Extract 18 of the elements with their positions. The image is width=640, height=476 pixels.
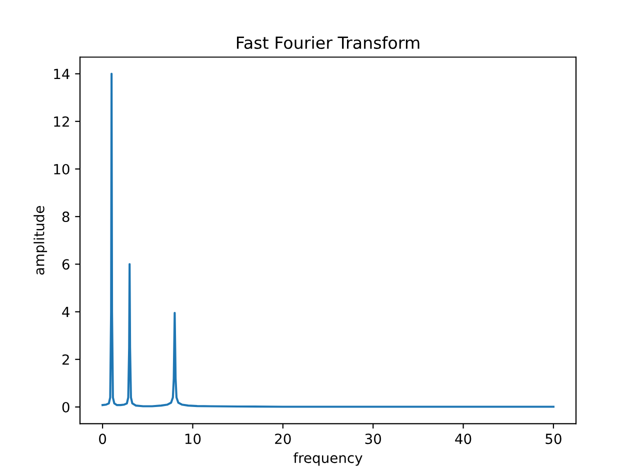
line-series xyxy=(102,72,554,408)
y-axis-title: amplitude xyxy=(34,206,48,275)
y-tick-label: 2 xyxy=(62,354,69,365)
x-tick-label: 50 xyxy=(546,434,562,444)
y-tick-label: 0 xyxy=(62,402,70,412)
y-tick-label: 14 xyxy=(54,68,70,80)
x-tick-label: 0 xyxy=(99,434,106,444)
x-tick-label: 20 xyxy=(275,434,291,444)
y-tick-label: 10 xyxy=(54,164,70,174)
x-tick-label: 40 xyxy=(455,434,472,444)
chart-title: Fast Fourier Transform xyxy=(236,36,420,50)
x-axis-title: frequency xyxy=(293,452,362,466)
y-tick-label: 6 xyxy=(62,259,70,270)
y-tick-label: 8 xyxy=(62,212,70,222)
x-tick-label: 30 xyxy=(365,434,382,444)
y-tick-label: 12 xyxy=(54,116,69,127)
x-tick-label: 10 xyxy=(185,434,201,444)
y-tick-label: 4 xyxy=(62,306,70,318)
